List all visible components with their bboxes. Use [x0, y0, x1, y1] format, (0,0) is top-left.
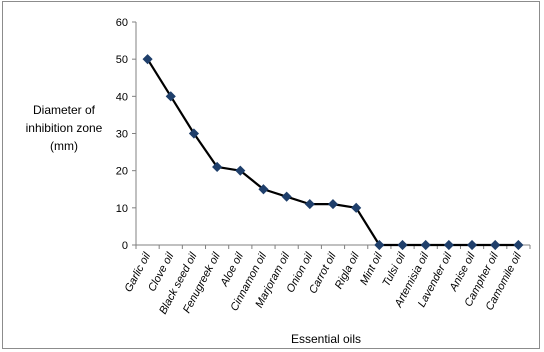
data-point: [420, 239, 431, 251]
y-axis-title-line-1: Diameter of: [33, 103, 96, 117]
data-point: [304, 199, 315, 210]
y-tick-label: 40: [116, 91, 128, 103]
y-tick-label: 30: [116, 129, 128, 141]
y-tick-label: 10: [116, 203, 128, 215]
data-point: [188, 128, 200, 139]
data-point: [258, 184, 269, 195]
data-point: [513, 239, 524, 251]
data-point: [443, 239, 454, 251]
series-line: [146, 58, 519, 247]
data-point: [165, 91, 176, 102]
y-axis-title-line-3: (mm): [50, 139, 78, 153]
data-point: [374, 239, 385, 251]
y-axis-title-line-2: inhibition zone: [26, 121, 103, 135]
y-tick-label: 0: [122, 240, 128, 252]
y-tick-label: 20: [116, 166, 128, 178]
y-tick-label: 50: [116, 54, 128, 66]
y-tick-label: 60: [116, 17, 128, 29]
x-axis-title: Essential oils: [291, 332, 361, 346]
data-point: [351, 202, 362, 213]
data-point: [397, 239, 408, 251]
data-point: [490, 239, 501, 251]
y-axis-title: Diameter of inhibition zone (mm): [26, 103, 103, 153]
data-point: [235, 165, 246, 176]
data-point: [212, 161, 223, 173]
data-point: [142, 54, 153, 65]
chart-frame: [2, 1, 540, 349]
data-point: [281, 191, 292, 202]
data-point: [327, 199, 339, 210]
data-point: [466, 239, 478, 251]
